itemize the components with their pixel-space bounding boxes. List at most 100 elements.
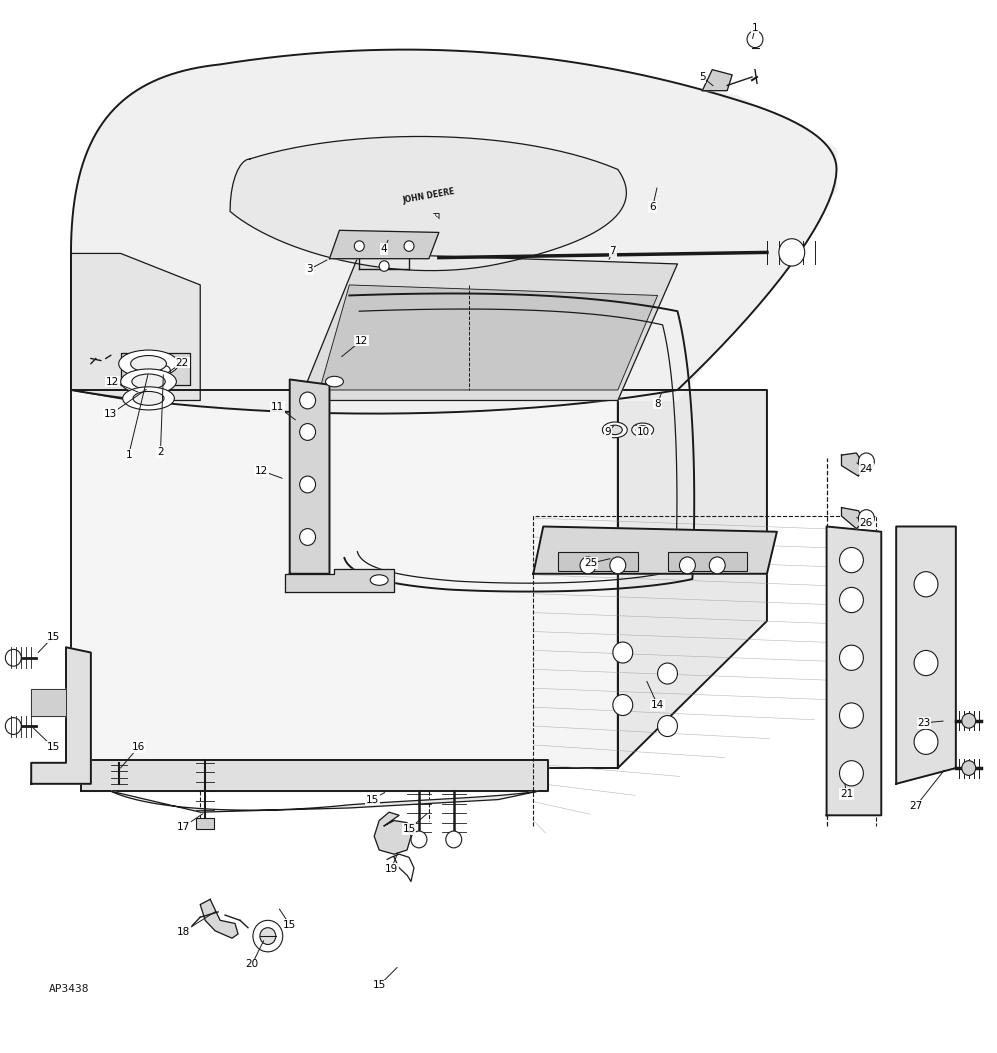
Circle shape [779, 239, 805, 266]
Text: 26: 26 [859, 518, 873, 529]
Circle shape [613, 642, 633, 663]
Ellipse shape [119, 350, 178, 377]
Polygon shape [841, 453, 864, 476]
Text: 15: 15 [366, 795, 379, 804]
Circle shape [709, 557, 725, 574]
Circle shape [858, 510, 874, 526]
Circle shape [300, 529, 316, 545]
Circle shape [679, 557, 695, 574]
Text: 25: 25 [584, 558, 597, 569]
Circle shape [962, 760, 976, 775]
Polygon shape [81, 759, 548, 791]
Text: AP3438: AP3438 [49, 984, 90, 994]
Polygon shape [31, 690, 66, 716]
Ellipse shape [325, 376, 343, 386]
Text: 7: 7 [609, 246, 616, 256]
Polygon shape [841, 508, 864, 529]
Polygon shape [71, 54, 836, 400]
Circle shape [300, 476, 316, 493]
Bar [558, 552, 638, 571]
Text: 27: 27 [909, 801, 922, 811]
Text: 15: 15 [47, 632, 60, 641]
Polygon shape [31, 648, 91, 783]
Text: 12: 12 [106, 377, 120, 386]
Circle shape [747, 31, 763, 47]
Ellipse shape [131, 356, 166, 372]
Circle shape [253, 920, 283, 952]
Text: 21: 21 [839, 790, 853, 799]
Circle shape [658, 716, 677, 736]
Text: 15: 15 [403, 823, 416, 834]
Ellipse shape [636, 425, 649, 434]
Ellipse shape [632, 423, 654, 437]
Circle shape [610, 557, 626, 574]
Text: 12: 12 [255, 465, 268, 476]
Circle shape [379, 261, 389, 272]
Bar [196, 818, 214, 829]
Ellipse shape [602, 422, 627, 438]
Text: 16: 16 [132, 742, 146, 752]
Bar [668, 552, 747, 571]
Text: 12: 12 [355, 336, 368, 345]
Circle shape [839, 760, 863, 786]
Text: 2: 2 [158, 446, 164, 457]
Polygon shape [71, 390, 618, 768]
Text: JOHN DEERE: JOHN DEERE [402, 186, 456, 204]
Ellipse shape [607, 425, 622, 435]
Text: 15: 15 [283, 919, 296, 930]
Polygon shape [200, 899, 238, 938]
Circle shape [839, 548, 863, 573]
Circle shape [300, 423, 316, 440]
Text: 23: 23 [917, 718, 930, 728]
Circle shape [839, 645, 863, 671]
Polygon shape [71, 49, 836, 414]
Polygon shape [111, 791, 538, 812]
Polygon shape [702, 69, 732, 91]
Circle shape [161, 365, 170, 376]
Circle shape [141, 365, 151, 376]
Circle shape [354, 241, 364, 252]
Circle shape [613, 695, 633, 716]
Text: ⊾: ⊾ [429, 208, 439, 219]
Text: 1: 1 [126, 450, 132, 460]
Polygon shape [71, 254, 200, 400]
Text: 15: 15 [373, 980, 386, 991]
Circle shape [5, 650, 21, 667]
Circle shape [914, 572, 938, 597]
Text: 22: 22 [175, 358, 189, 367]
Polygon shape [290, 379, 329, 574]
Ellipse shape [370, 575, 388, 585]
Ellipse shape [133, 392, 165, 405]
Polygon shape [329, 231, 439, 259]
Polygon shape [533, 526, 777, 574]
Text: 8: 8 [654, 399, 661, 409]
Polygon shape [618, 390, 767, 768]
Ellipse shape [123, 386, 174, 410]
Polygon shape [230, 137, 626, 271]
Circle shape [658, 663, 677, 684]
Circle shape [580, 557, 596, 574]
Text: 6: 6 [649, 202, 656, 213]
Text: 17: 17 [176, 821, 190, 832]
Polygon shape [827, 526, 881, 815]
Text: 15: 15 [47, 742, 60, 752]
Circle shape [300, 392, 316, 409]
Circle shape [5, 718, 21, 734]
Circle shape [404, 241, 414, 252]
Circle shape [411, 831, 427, 848]
Text: 9: 9 [604, 426, 611, 437]
Circle shape [914, 651, 938, 676]
Polygon shape [285, 569, 394, 592]
Ellipse shape [121, 369, 176, 394]
Polygon shape [300, 254, 677, 400]
Polygon shape [121, 353, 190, 384]
Text: 14: 14 [651, 700, 664, 710]
Circle shape [446, 831, 462, 848]
Circle shape [962, 714, 976, 728]
Text: 18: 18 [176, 927, 190, 937]
Polygon shape [320, 285, 658, 390]
Circle shape [839, 588, 863, 613]
Circle shape [260, 928, 276, 945]
Polygon shape [374, 812, 411, 854]
Text: 19: 19 [385, 863, 398, 874]
